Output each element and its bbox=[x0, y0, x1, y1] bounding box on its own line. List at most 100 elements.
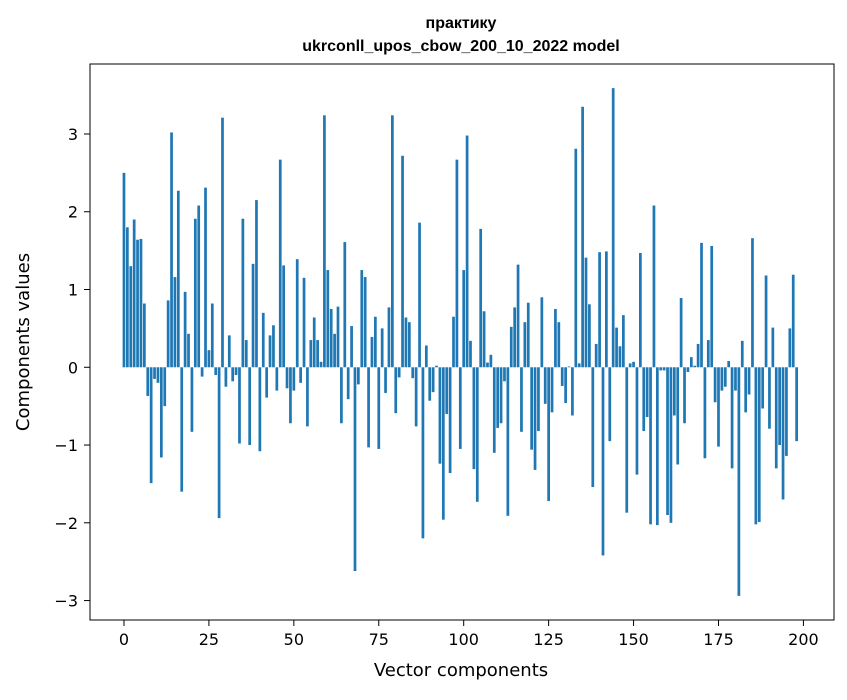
bar bbox=[282, 265, 285, 368]
bar bbox=[319, 361, 323, 368]
bar bbox=[428, 367, 432, 401]
y-tick-label: −3 bbox=[54, 592, 78, 611]
x-tick-label: 0 bbox=[119, 630, 129, 649]
bar bbox=[506, 367, 510, 516]
bar bbox=[625, 367, 629, 513]
bar bbox=[618, 346, 622, 368]
bar bbox=[723, 367, 727, 387]
bar bbox=[571, 367, 574, 416]
y-tick-label: −2 bbox=[54, 514, 78, 533]
bar bbox=[608, 367, 612, 442]
bar bbox=[768, 367, 771, 429]
bar bbox=[316, 340, 319, 368]
bar bbox=[737, 367, 741, 596]
bar bbox=[496, 367, 500, 428]
bar bbox=[231, 367, 235, 382]
bar bbox=[200, 367, 204, 377]
bar bbox=[360, 270, 364, 368]
bar bbox=[639, 252, 642, 368]
bar bbox=[622, 315, 625, 368]
bar bbox=[448, 367, 452, 474]
bar bbox=[662, 367, 666, 371]
bar bbox=[367, 367, 370, 448]
bar bbox=[261, 312, 265, 368]
bar bbox=[153, 367, 156, 379]
bar bbox=[486, 362, 489, 368]
bar bbox=[143, 303, 146, 368]
bar bbox=[526, 302, 530, 368]
bar bbox=[272, 325, 275, 368]
bar bbox=[652, 205, 656, 368]
bar bbox=[391, 115, 394, 368]
bar bbox=[214, 367, 218, 376]
bar bbox=[380, 328, 384, 368]
bar bbox=[771, 327, 775, 368]
bar bbox=[197, 205, 201, 368]
bar bbox=[788, 328, 792, 368]
bar bbox=[401, 155, 404, 368]
bar bbox=[781, 367, 785, 500]
bar bbox=[761, 367, 765, 409]
bar bbox=[183, 291, 187, 368]
bar bbox=[581, 106, 584, 368]
bar bbox=[679, 298, 683, 368]
bar bbox=[278, 159, 282, 368]
bar bbox=[414, 367, 418, 427]
bar bbox=[594, 343, 598, 368]
bar bbox=[234, 367, 238, 376]
bar bbox=[295, 259, 299, 368]
bar bbox=[509, 326, 513, 368]
bar bbox=[292, 367, 296, 391]
bar bbox=[791, 274, 795, 368]
bar bbox=[516, 264, 520, 368]
bar bbox=[479, 228, 483, 368]
bar bbox=[193, 218, 197, 368]
bar bbox=[764, 275, 768, 368]
x-tick-label: 175 bbox=[703, 630, 734, 649]
bar bbox=[159, 367, 163, 458]
bar bbox=[628, 363, 632, 368]
bar bbox=[217, 367, 221, 519]
bar bbox=[530, 367, 533, 450]
bar bbox=[204, 187, 207, 368]
bar bbox=[421, 367, 425, 539]
bar bbox=[129, 266, 133, 368]
bar bbox=[574, 148, 578, 368]
x-tick-label: 75 bbox=[369, 630, 389, 649]
bar bbox=[173, 277, 177, 368]
bar bbox=[224, 367, 228, 387]
y-axis-label: Components values bbox=[13, 253, 34, 431]
bar bbox=[645, 367, 649, 418]
bar bbox=[611, 88, 615, 368]
bar bbox=[727, 361, 731, 368]
bar bbox=[251, 263, 255, 368]
bar bbox=[289, 367, 292, 424]
bar bbox=[176, 190, 180, 368]
bar bbox=[207, 350, 211, 368]
bar bbox=[126, 227, 129, 368]
bar bbox=[445, 367, 449, 414]
bar bbox=[740, 340, 744, 368]
bar bbox=[482, 311, 486, 368]
bar bbox=[560, 367, 564, 386]
bar bbox=[547, 367, 550, 502]
x-tick-label: 50 bbox=[284, 630, 304, 649]
bar bbox=[615, 327, 618, 368]
bar bbox=[683, 367, 686, 424]
bar bbox=[469, 340, 472, 368]
bar bbox=[156, 367, 160, 383]
bar bbox=[693, 365, 697, 368]
bar bbox=[700, 242, 703, 368]
x-axis-ticks: 0 25 50 75 100 125 150 175 200 bbox=[119, 620, 819, 649]
bar bbox=[136, 239, 139, 368]
bar bbox=[340, 367, 343, 424]
bar bbox=[299, 367, 302, 383]
bar bbox=[462, 270, 466, 368]
bar bbox=[655, 367, 659, 526]
bar bbox=[720, 367, 724, 391]
bar bbox=[407, 322, 411, 368]
bar bbox=[455, 159, 459, 368]
bar bbox=[424, 345, 428, 368]
bar bbox=[255, 200, 258, 368]
